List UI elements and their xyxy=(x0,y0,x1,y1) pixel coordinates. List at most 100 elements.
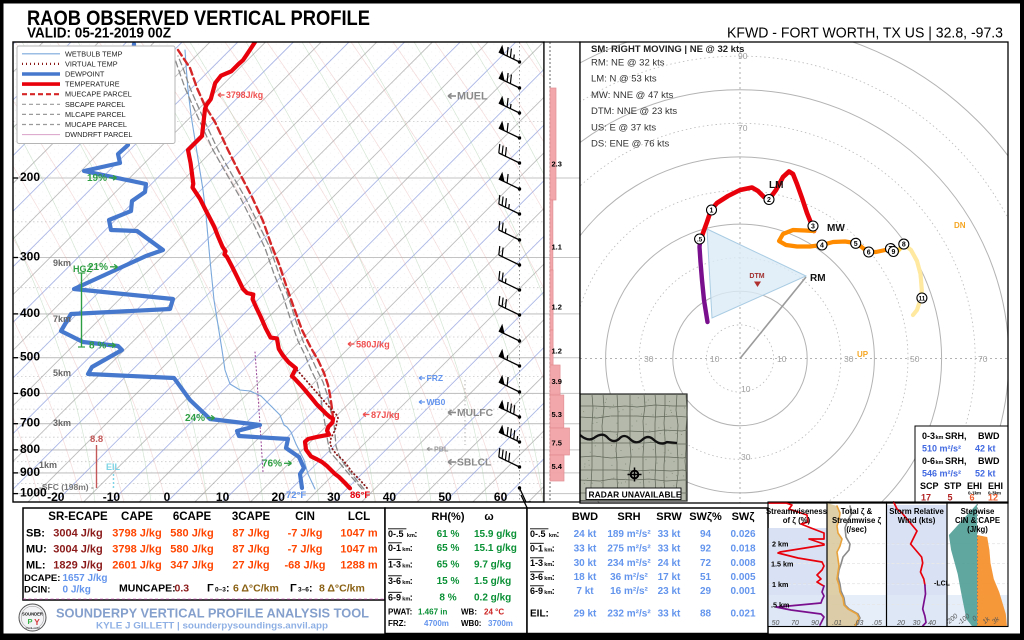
svg-text:3: 3 xyxy=(811,224,815,231)
svg-text:90: 90 xyxy=(738,51,748,61)
svg-text:SM: RIGHT MOVING | NE @ 32 kts: SM: RIGHT MOVING | NE @ 32 kts xyxy=(591,44,744,55)
svg-text:SWζ: SWζ xyxy=(732,511,755,523)
svg-text:12: 12 xyxy=(988,493,998,503)
svg-text:189 m²/s²: 189 m²/s² xyxy=(607,529,651,540)
svg-text:7.5: 7.5 xyxy=(552,439,562,448)
svg-text:1.5 km: 1.5 km xyxy=(771,560,793,569)
svg-text:0.005: 0.005 xyxy=(730,572,755,583)
svg-text:30: 30 xyxy=(844,354,854,364)
svg-text:50: 50 xyxy=(910,354,920,364)
svg-text::: : xyxy=(410,576,413,586)
svg-text:900: 900 xyxy=(20,465,40,479)
svg-text:VALID: 05-21-2019 00Z: VALID: 05-21-2019 00Z xyxy=(27,25,171,42)
svg-text:3.9: 3.9 xyxy=(552,377,562,386)
svg-text:US: E @ 37 kts: US: E @ 37 kts xyxy=(591,122,656,133)
svg-text:DCIN:: DCIN: xyxy=(24,585,50,596)
svg-text:km: km xyxy=(402,564,410,570)
svg-text:RADAR UNAVAILABLE: RADAR UNAVAILABLE xyxy=(589,489,682,499)
svg-text:1000: 1000 xyxy=(20,486,47,500)
svg-text:1.1: 1.1 xyxy=(552,243,562,252)
svg-text:-7 J/kg: -7 J/kg xyxy=(288,544,323,556)
svg-text:3798 J/kg: 3798 J/kg xyxy=(112,544,162,556)
svg-text:6-9: 6-9 xyxy=(530,586,543,596)
svg-text:km: km xyxy=(402,547,410,553)
svg-text:60: 60 xyxy=(494,490,508,504)
svg-text:km: km xyxy=(544,548,552,554)
svg-text:0–3: 0–3 xyxy=(215,587,226,594)
svg-text:700: 700 xyxy=(20,416,40,430)
svg-text:KYLE J GILLETT | sounderpysoun: KYLE J GILLETT | sounderpysoundings.anvi… xyxy=(96,621,328,632)
svg-text:EIL:: EIL: xyxy=(530,609,549,620)
svg-text:1047 m: 1047 m xyxy=(340,544,378,556)
svg-text:1km: 1km xyxy=(39,460,57,470)
svg-text:9: 9 xyxy=(891,249,895,256)
svg-text:0-6: 0-6 xyxy=(922,456,935,466)
svg-text:87 J/kg: 87 J/kg xyxy=(232,528,269,540)
svg-text:8.8: 8.8 xyxy=(90,434,103,445)
svg-text:232 m²/s²: 232 m²/s² xyxy=(607,609,651,620)
svg-text:88: 88 xyxy=(700,609,712,620)
svg-text:SCP: SCP xyxy=(920,481,939,491)
svg-text::: : xyxy=(556,529,559,539)
svg-text:-68 J/kg: -68 J/kg xyxy=(285,560,326,572)
svg-text::: : xyxy=(552,544,555,554)
svg-text:51: 51 xyxy=(700,572,712,583)
svg-text:EHI: EHI xyxy=(988,481,1003,491)
svg-text::: : xyxy=(410,543,413,553)
svg-text:RM: NE @ 32 kts: RM: NE @ 32 kts xyxy=(591,58,665,69)
svg-text:MUECAPE PARCEL: MUECAPE PARCEL xyxy=(65,90,132,99)
svg-text:of ζ (%): of ζ (%) xyxy=(783,516,811,525)
svg-text:0.008: 0.008 xyxy=(730,558,755,569)
svg-text:-7 J/kg: -7 J/kg xyxy=(288,528,323,540)
svg-text:19%: 19% xyxy=(87,173,107,184)
svg-text:6 Δ°C/km: 6 Δ°C/km xyxy=(233,583,279,595)
svg-text:15.9 g/kg: 15.9 g/kg xyxy=(474,529,517,540)
svg-text:0 J/kg: 0 J/kg xyxy=(63,585,91,596)
svg-text:DEWPOINT: DEWPOINT xyxy=(65,70,105,79)
svg-text:3004 J/kg: 3004 J/kg xyxy=(53,528,103,540)
svg-text:200: 200 xyxy=(20,170,40,184)
svg-text:Wind (kts): Wind (kts) xyxy=(898,516,936,525)
svg-text:SRH,: SRH, xyxy=(945,431,967,441)
svg-text:MW: MW xyxy=(827,223,845,234)
svg-text:WB:: WB: xyxy=(461,608,477,617)
svg-text:15 %: 15 % xyxy=(437,576,460,587)
svg-text:FRZ: FRZ xyxy=(427,373,444,383)
svg-text:5.3: 5.3 xyxy=(552,410,562,419)
svg-text:MW: NNE @ 47 kts: MW: NNE @ 47 kts xyxy=(591,90,674,101)
svg-text:km: km xyxy=(544,562,552,568)
svg-text:2: 2 xyxy=(767,197,771,204)
svg-text:km: km xyxy=(402,597,410,603)
svg-text:DCAPE:: DCAPE: xyxy=(24,573,60,584)
svg-text:(/sec): (/sec) xyxy=(846,525,867,534)
svg-text:0-.5: 0-.5 xyxy=(388,529,404,539)
svg-text:DS: ENE @ 76 kts: DS: ENE @ 76 kts xyxy=(591,139,670,150)
svg-text:400: 400 xyxy=(20,306,40,320)
svg-text:5: 5 xyxy=(854,241,858,248)
svg-text:30: 30 xyxy=(741,452,751,462)
svg-text:6: 6 xyxy=(969,493,974,503)
svg-text:km: km xyxy=(544,576,552,582)
svg-text:.01: .01 xyxy=(832,620,842,627)
svg-text:2601 J/kg: 2601 J/kg xyxy=(112,560,162,572)
svg-text:546 m²/s²: 546 m²/s² xyxy=(922,469,961,479)
svg-text:1.467 in: 1.467 in xyxy=(418,608,447,617)
svg-text:.5: .5 xyxy=(697,237,703,244)
svg-text:1288 m: 1288 m xyxy=(340,560,378,572)
svg-text:6-9: 6-9 xyxy=(388,593,401,603)
svg-text:33 kt: 33 kt xyxy=(574,544,597,555)
svg-text:1: 1 xyxy=(710,208,714,215)
svg-text:BWD: BWD xyxy=(572,511,598,523)
svg-text:DWNDRFT PARCEL: DWNDRFT PARCEL xyxy=(65,130,132,139)
svg-text:.03: .03 xyxy=(854,620,864,627)
svg-text:Γ: Γ xyxy=(207,583,214,595)
svg-text:SR-ECAPE: SR-ECAPE xyxy=(48,511,108,523)
svg-text:3-6: 3-6 xyxy=(530,572,543,582)
svg-text:BWD: BWD xyxy=(978,431,1000,441)
svg-text:km: km xyxy=(549,533,557,539)
svg-text:24 °C: 24 °C xyxy=(484,608,504,617)
svg-text:300: 300 xyxy=(20,250,40,264)
svg-text::: : xyxy=(414,529,417,539)
svg-text:20: 20 xyxy=(896,620,905,627)
svg-text:1k: 1k xyxy=(982,615,992,625)
